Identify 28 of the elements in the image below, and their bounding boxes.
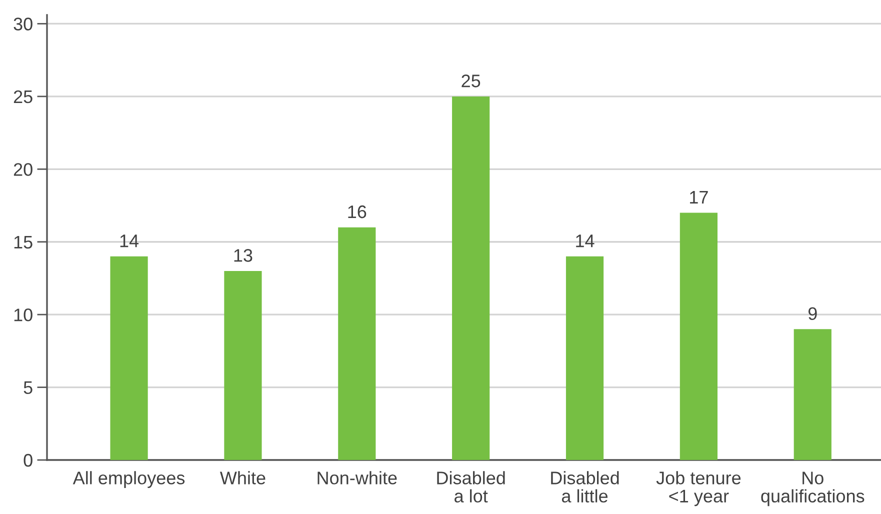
y-tick-label: 5: [24, 381, 32, 394]
x-tick-label: No qualifications: [761, 472, 864, 506]
data-label: 16: [348, 205, 366, 218]
y-tick-label: 30: [14, 18, 32, 30]
x-tick-label: White: [220, 471, 266, 484]
data-label: 25: [462, 74, 480, 88]
bar: [110, 256, 148, 460]
bar: [338, 227, 376, 460]
data-label: 9: [808, 307, 817, 320]
data-label: 13: [234, 249, 252, 262]
bar: [566, 256, 604, 460]
bar: [224, 270, 262, 460]
data-label: 17: [690, 191, 708, 204]
y-tick-label: 20: [14, 163, 32, 176]
x-tick-label: Disabled a lot: [437, 471, 505, 503]
y-tick-label: 10: [14, 308, 32, 322]
bar: [794, 329, 832, 460]
y-tick-label: 0: [24, 454, 32, 467]
data-label: 14: [120, 234, 139, 248]
y-tick-label: 25: [14, 90, 32, 104]
bar: [680, 212, 718, 460]
x-tick-label: All employees: [72, 471, 185, 488]
y-tick-label: 15: [14, 236, 32, 249]
data-label: 14: [576, 234, 594, 248]
x-tick-label: Disabled a little: [551, 471, 619, 503]
x-tick-label: Non-white: [318, 471, 397, 484]
x-tick-label: Job tenure <1 year: [656, 471, 741, 506]
bar: [452, 96, 490, 460]
